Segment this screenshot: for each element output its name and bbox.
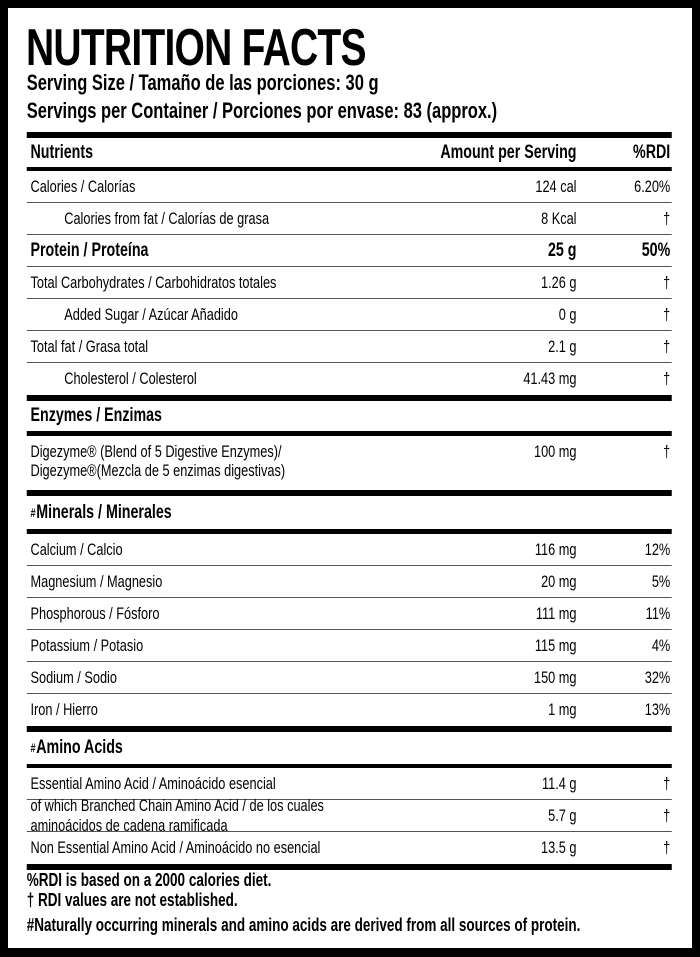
nutrient-name: Phosphorous / Fósforo <box>30 603 160 623</box>
table-row: Added Sugar / Azúcar Añadido 0 g † <box>26 299 672 331</box>
nutrient-amount: 1.26 g <box>541 272 577 292</box>
table-row: Essential Amino Acid / Aminoácido esenci… <box>26 768 672 800</box>
nutrient-amount: 41.43 mg <box>523 369 577 388</box>
table-row: Protein / Proteína 25 g 50% <box>26 235 672 267</box>
hash-marker: # <box>30 741 36 755</box>
nutrient-name: Total fat / Grasa total <box>30 336 149 356</box>
divider-thick <box>26 764 672 768</box>
nutrient-name: Essential Amino Acid / Aminoácido esenci… <box>30 773 276 793</box>
nutrient-rdi: 32% <box>644 667 671 687</box>
table-row: Cholesterol / Colesterol 41.43 mg † <box>27 363 672 395</box>
nutrient-name: Total Carbohydrates / Carbohidratos tota… <box>30 272 277 292</box>
name-line-2: Digezyme®(Mezcla de 5 enzimas digestivas… <box>30 461 286 480</box>
table-row: Phosphorous / Fósforo 111 mg 11% <box>26 598 672 630</box>
table-row: Magnesium / Magnesio 20 mg 5% <box>26 566 672 598</box>
divider-thick <box>26 864 672 870</box>
divider-thick <box>26 529 672 534</box>
nutrient-name: Calories from fat / Calorías de grasa <box>64 208 270 228</box>
divider-thick <box>26 167 672 171</box>
nutrient-rdi: † <box>663 773 671 793</box>
table-row: Iron / Hierro 1 mg 13% <box>27 694 672 726</box>
header-nutrients: Nutrients <box>30 141 94 163</box>
nutrient-name: of which Branched Chain Amino Acid / de … <box>30 795 324 835</box>
servings-per-container: Servings per Container / Porciones por e… <box>26 98 498 123</box>
table-row: Calories from fat / Calorías de grasa 8 K… <box>26 203 672 235</box>
nutrient-amount: 5.7 g <box>548 805 577 825</box>
nutrient-name: Potassium / Potasio <box>30 635 144 655</box>
nutrient-name: Cholesterol / Colesterol <box>64 369 197 388</box>
table-row: Non Essential Amino Acid / Aminoácido no… <box>27 832 672 864</box>
nutrient-rdi: † <box>663 336 671 356</box>
nutrient-amount: 1 mg <box>548 700 577 719</box>
nutrient-rdi: 6.20% <box>634 176 671 196</box>
divider-thick <box>26 395 672 401</box>
enzymes-heading: Enzymes / Enzimas <box>30 405 162 426</box>
nutrient-rdi: 4% <box>651 635 671 655</box>
nutrient-rdi: 50% <box>641 239 671 261</box>
nutrient-rdi: 5% <box>651 571 671 591</box>
nutrient-amount: 150 mg <box>533 667 577 687</box>
nutrition-table: Nutrients Amount per Serving %RDI Calori… <box>26 132 672 870</box>
nutrition-label: NUTRITION FACTS Serving Size / Tamaño de… <box>8 8 692 948</box>
divider-thick <box>26 726 672 732</box>
nutrient-name: Magnesium / Magnesio <box>30 571 163 591</box>
nutrient-amount: 111 mg <box>535 603 577 623</box>
table-row: Total Carbohydrates / Carbohidratos tota… <box>26 267 672 299</box>
table-row: Total fat / Grasa total 2.1 g † <box>26 331 672 363</box>
nutrient-amount: 8 Kcal <box>541 208 577 228</box>
hash-marker: # <box>30 505 36 520</box>
nutrient-amount: 20 mg <box>541 571 577 591</box>
nutrient-name: Digezyme® (Blend of 5 Digestive Enzymes)… <box>27 442 389 480</box>
nutrient-rdi: † <box>663 805 671 825</box>
nutrient-amount: 115 mg <box>534 635 577 655</box>
amino-heading: Amino Acids <box>36 737 123 758</box>
name-line-1: Digezyme® (Blend of 5 Digestive Enzymes)… <box>30 442 282 461</box>
section-heading-minerals: # Minerals / Minerales <box>27 496 672 529</box>
nutrient-amount: 25 g <box>547 239 577 261</box>
table-row: of which Branched Chain Amino Acid / de … <box>26 796 672 835</box>
minerals-heading: Minerals / Minerales <box>36 501 172 523</box>
nutrient-amount: 2.1 g <box>548 336 577 356</box>
footnote-hash: #Naturally occurring minerals and amino … <box>26 915 581 935</box>
nutrient-amount: 116 mg <box>534 539 577 559</box>
nutrient-rdi: † <box>663 272 671 292</box>
divider-thick <box>26 490 672 496</box>
nutrient-amount: 100 mg <box>533 442 577 461</box>
header-amount: Amount per Serving <box>440 141 577 163</box>
nutrient-amount: 13.5 g <box>541 838 577 857</box>
section-heading-amino: # Amino Acids <box>27 732 672 764</box>
nutrient-rdi: † <box>663 369 671 388</box>
section-heading-enzymes: Enzymes / Enzimas <box>27 401 672 431</box>
table-header: Nutrients Amount per Serving %RDI <box>27 138 672 167</box>
nutrient-rdi: 11% <box>645 603 671 623</box>
nutrient-rdi: † <box>663 838 671 857</box>
table-row: Potassium / Potasio 115 mg 4% <box>26 630 672 662</box>
label-title: NUTRITION FACTS <box>26 19 366 77</box>
header-rdi: %RDI <box>633 141 671 163</box>
nutrient-name: Calories / Calorías <box>30 176 136 196</box>
nutrient-name: Non Essential Amino Acid / Aminoácido no… <box>30 838 321 857</box>
nutrient-amount: 0 g <box>558 304 577 324</box>
footnote-dagger: † RDI values are not established. <box>26 890 238 910</box>
nutrient-rdi: 12% <box>644 539 671 559</box>
table-row: Digezyme® (Blend of 5 Digestive Enzymes)… <box>27 436 672 490</box>
divider-thick <box>26 132 672 138</box>
footnote-rdi: %RDI is based on a 2000 calories diet. <box>26 870 272 890</box>
divider-thick <box>26 431 672 436</box>
nutrient-rdi: † <box>663 442 671 461</box>
nutrient-rdi: 13% <box>644 700 671 719</box>
nutrient-name: Calcium / Calcio <box>30 539 123 559</box>
table-row: Sodium / Sodio 150 mg 32% <box>26 662 672 694</box>
table-row: Calories / Calorías 124 cal 6.20% <box>26 171 672 203</box>
serving-size: Serving Size / Tamaño de las porciones: … <box>26 70 379 95</box>
nutrient-name: Iron / Hierro <box>30 700 98 719</box>
nutrient-name: Added Sugar / Azúcar Añadido <box>64 304 238 324</box>
nutrient-amount: 124 cal <box>535 176 577 196</box>
nutrient-rdi: † <box>663 208 671 228</box>
nutrient-name: Protein / Proteína <box>30 239 149 261</box>
nutrient-name: Sodium / Sodio <box>30 667 117 687</box>
nutrient-amount: 11.4 g <box>541 773 577 793</box>
table-row: Calcium / Calcio 116 mg 12% <box>26 534 672 566</box>
nutrient-rdi: † <box>663 304 671 324</box>
